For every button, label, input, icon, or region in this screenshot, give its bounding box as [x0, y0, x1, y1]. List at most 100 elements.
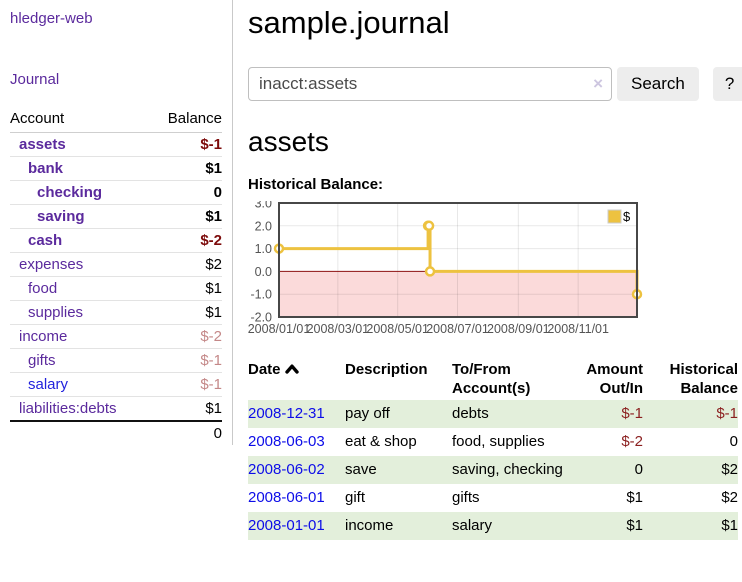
account-balance: $2: [150, 252, 222, 277]
account-balance: $-2: [150, 324, 222, 349]
transaction-balance: $2: [643, 456, 738, 484]
transaction-amount: $1: [626, 489, 643, 506]
main-content: sample.journal × Search ? assets Histori…: [233, 0, 742, 582]
transaction-balance: $1: [643, 512, 738, 540]
account-row: liabilities:debts $1: [10, 397, 222, 422]
journal-title: sample.journal: [248, 5, 450, 40]
account-link-expenses[interactable]: expenses: [19, 256, 84, 273]
transaction-balance: $-1: [643, 400, 738, 428]
account-row: saving $1: [10, 204, 222, 229]
column-header-accounts: To/From Account(s): [452, 361, 531, 397]
transaction-balance: 0: [729, 433, 738, 450]
transaction-description: gift: [345, 489, 366, 506]
register-row: 2008-06-02 save saving, checking 0 $2: [248, 456, 738, 484]
transaction-description: pay off: [345, 400, 452, 428]
transaction-description: eat & shop: [345, 433, 417, 450]
chart-label: Historical Balance:: [248, 176, 384, 193]
transaction-date-link[interactable]: 2008-06-03: [248, 433, 325, 450]
transaction-accounts: gifts: [452, 489, 480, 506]
app-brand-link[interactable]: hledger-web: [10, 10, 93, 27]
account-link-salary[interactable]: salary: [28, 376, 69, 393]
account-row: assets $-1: [10, 132, 222, 157]
account-row: income $-2: [10, 324, 222, 349]
transaction-date-link[interactable]: 2008-06-02: [248, 461, 325, 478]
account-balance: $1: [150, 276, 222, 301]
svg-text:0.0: 0.0: [255, 265, 272, 279]
svg-text:2008/05/01: 2008/05/01: [366, 322, 429, 336]
account-link-income[interactable]: income: [19, 328, 68, 345]
transaction-amount: 0: [573, 456, 643, 484]
svg-text:-2.0: -2.0: [250, 311, 272, 325]
sidebar: hledger-web Journal Account Balance asse…: [0, 0, 233, 445]
column-header-date[interactable]: Date: [248, 358, 345, 400]
accounts-total-row: 0: [10, 420, 222, 445]
account-row: bank $1: [10, 156, 222, 181]
clear-search-icon[interactable]: ×: [593, 74, 603, 93]
account-balance: $-1: [150, 372, 222, 397]
historical-balance-chart: $3.0 2.0 1.0 0.0 -1.0 -2.02008/01/012008/03/0…: [248, 201, 643, 336]
column-header-balance: Historical Balance: [669, 361, 738, 397]
account-balance-table: Account Balance assets $-1 bank $1 check…: [10, 107, 222, 445]
account-row: gifts $-1: [10, 348, 222, 373]
register-table: Date Description To/From Account(s) Amou…: [248, 358, 738, 540]
transaction-date-link[interactable]: 2008-06-01: [248, 489, 325, 506]
svg-text:2008/07/01: 2008/07/01: [426, 322, 489, 336]
transaction-balance: $2: [721, 489, 738, 506]
account-link-gifts[interactable]: gifts: [28, 352, 56, 369]
balance-column-header: Balance: [150, 107, 222, 133]
account-link-liabilities-debts[interactable]: liabilities:debts: [19, 400, 117, 417]
svg-text:3.0: 3.0: [255, 201, 272, 211]
account-balance: $-1: [150, 348, 222, 373]
search-button[interactable]: Search: [617, 67, 699, 101]
account-link-supplies[interactable]: supplies: [28, 304, 84, 321]
register-row: 2008-12-31 pay off debts $-1 $-1: [248, 400, 738, 428]
transaction-amount: $-1: [573, 400, 643, 428]
transaction-accounts: saving, checking: [452, 456, 573, 484]
transaction-description: income: [345, 512, 452, 540]
svg-text:2008/11/01: 2008/11/01: [547, 322, 609, 336]
transaction-accounts: salary: [452, 512, 573, 540]
register-row: 2008-06-01 gift gifts $1 $2: [248, 484, 738, 512]
transaction-description: save: [345, 456, 452, 484]
transaction-accounts: food, supplies: [452, 433, 545, 450]
svg-text:2008/09/01: 2008/09/01: [487, 322, 550, 336]
svg-text:2008/01/01: 2008/01/01: [248, 322, 311, 336]
transaction-amount: $1: [573, 512, 643, 540]
account-link-checking[interactable]: checking: [37, 184, 103, 201]
svg-text:$: $: [623, 209, 631, 224]
sidebar-item-journal[interactable]: Journal: [10, 71, 60, 88]
transaction-date-link[interactable]: 2008-12-31: [248, 405, 325, 422]
account-balance: $1: [205, 400, 222, 417]
account-balance: $1: [150, 156, 222, 181]
account-page-title: assets: [248, 126, 329, 157]
svg-text:1.0: 1.0: [255, 242, 272, 256]
account-row: checking 0: [10, 180, 222, 205]
search-form: × Search ?: [248, 67, 742, 101]
register-row: 2008-06-03 eat & shop food, supplies $-2…: [248, 428, 738, 456]
transaction-accounts: debts: [452, 400, 573, 428]
account-row: salary $-1: [10, 372, 222, 397]
help-button[interactable]: ?: [712, 67, 742, 101]
svg-text:-1.0: -1.0: [250, 288, 272, 302]
account-balance: 0: [150, 180, 222, 205]
svg-text:2.0: 2.0: [255, 219, 272, 233]
account-balance: $-2: [150, 228, 222, 253]
account-link-saving[interactable]: saving: [37, 208, 85, 225]
account-balance: $-1: [150, 132, 222, 157]
account-row: supplies $1: [10, 300, 222, 325]
column-header-description: Description: [345, 361, 428, 378]
sort-ascending-icon: [284, 360, 299, 379]
account-row: cash $-2: [10, 228, 222, 253]
account-column-header: Account: [10, 107, 151, 133]
account-link-assets[interactable]: assets: [19, 136, 66, 153]
account-link-food[interactable]: food: [28, 280, 58, 297]
account-row: expenses $2: [10, 252, 222, 277]
column-header-amount: Amount Out/In: [586, 361, 643, 397]
register-row: 2008-01-01 income salary $1 $1: [248, 512, 738, 540]
transaction-amount: $-2: [621, 433, 643, 450]
account-link-bank[interactable]: bank: [28, 160, 64, 177]
svg-text:2008/03/01: 2008/03/01: [307, 322, 370, 336]
search-input[interactable]: [248, 67, 612, 101]
transaction-date-link[interactable]: 2008-01-01: [248, 517, 325, 534]
account-link-cash[interactable]: cash: [28, 232, 63, 249]
